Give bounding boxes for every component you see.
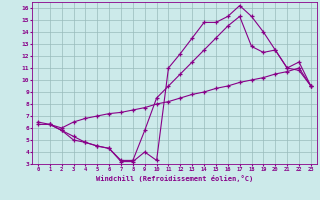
X-axis label: Windchill (Refroidissement éolien,°C): Windchill (Refroidissement éolien,°C) [96, 175, 253, 182]
